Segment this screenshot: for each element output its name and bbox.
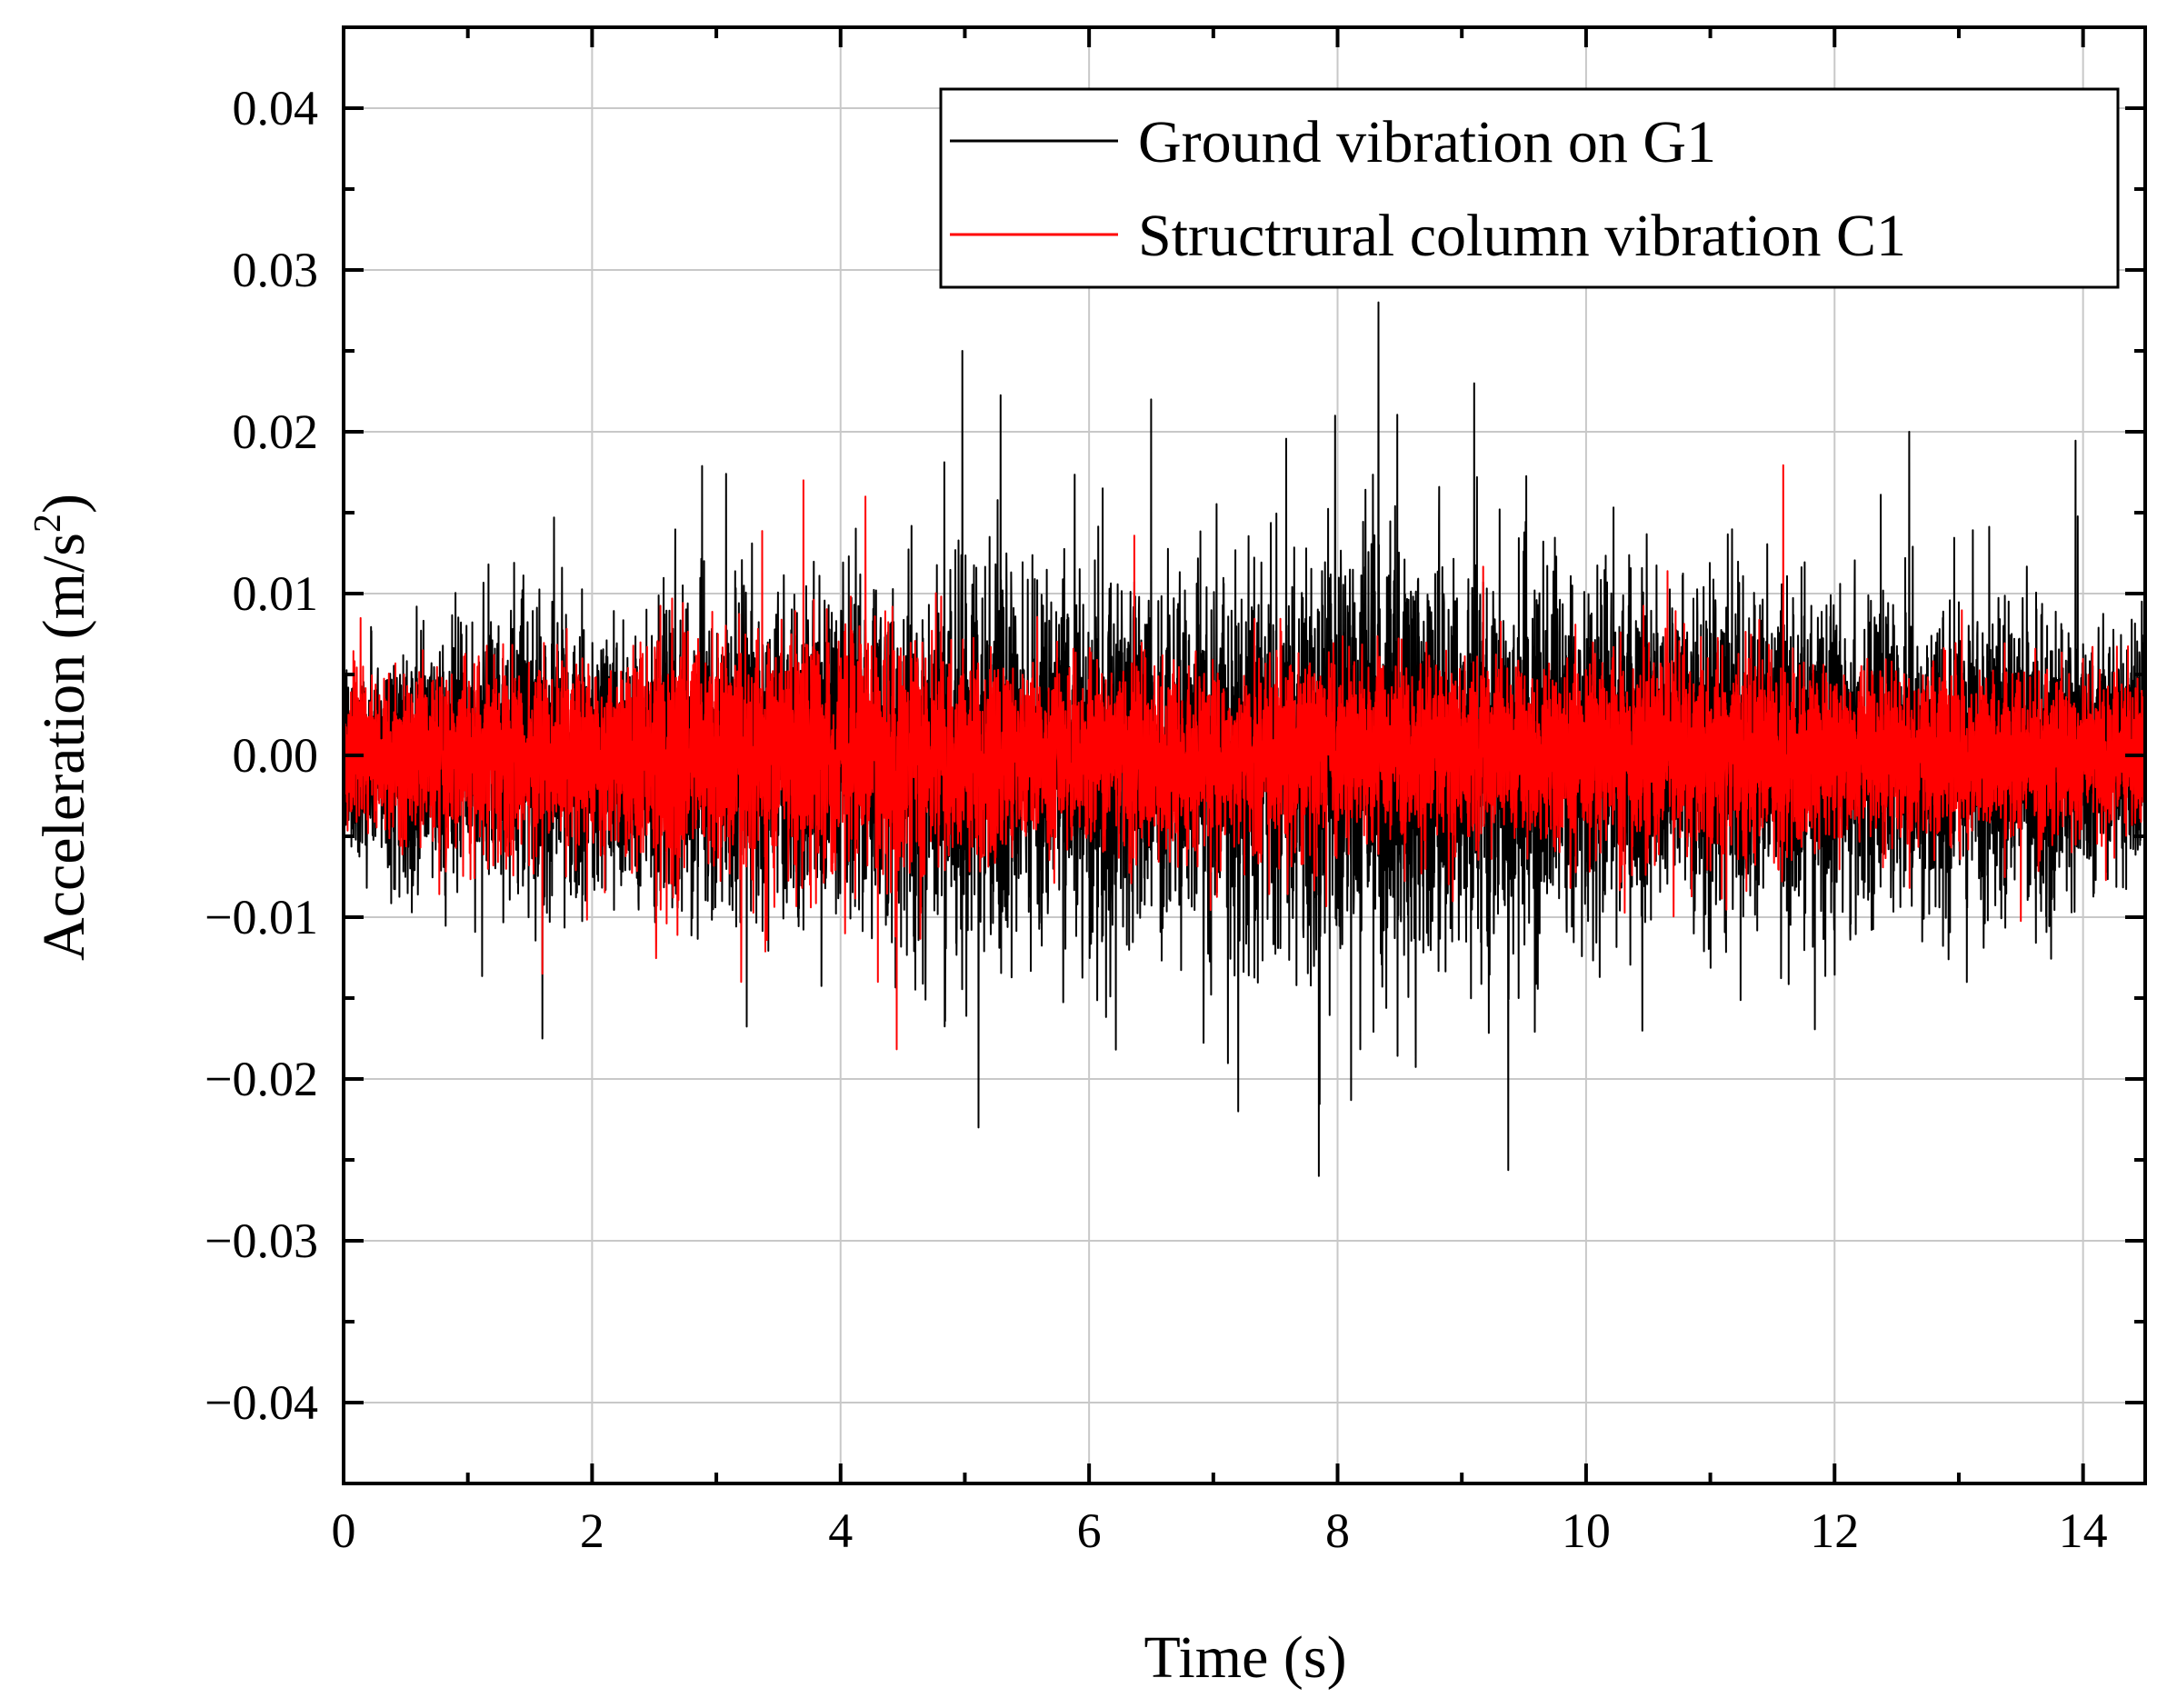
x-tick-label: 12: [1810, 1503, 1859, 1558]
y-tick-label: 0.04: [233, 81, 319, 135]
y-axis-title: Acceleration (m/s2): [27, 494, 97, 961]
y-tick-label: 0.03: [233, 243, 319, 297]
x-axis-title: Time (s): [1143, 1624, 1346, 1691]
x-tick-label: 10: [1562, 1503, 1611, 1558]
y-tick-label: 0.02: [233, 405, 319, 459]
y-tick-label: 0.00: [233, 728, 319, 783]
y-axis-title-close: ): [31, 494, 97, 514]
x-tick-label: 0: [332, 1503, 356, 1558]
axis-ticks: [342, 25, 2145, 1485]
x-tick-label: 6: [1077, 1503, 1102, 1558]
legend-label-column: Structrural column vibration C1: [1138, 203, 1906, 269]
y-tick-label: −0.03: [205, 1214, 318, 1268]
x-tick-label: 4: [828, 1503, 853, 1558]
legend-label-ground: Ground vibration on G1: [1138, 109, 1716, 175]
x-tick-label: 8: [1325, 1503, 1350, 1558]
y-tick-labels: 0.04 0.03 0.02 0.01 0.00 −0.01 −0.02 −0.03 −0.04: [205, 81, 318, 1430]
y-axis-title-text: Acceleration (m/s: [31, 533, 97, 961]
legend: Ground vibration on G1 Structrural colum…: [939, 87, 2120, 289]
x-tick-label: 14: [2059, 1503, 2108, 1558]
x-tick-labels: 0 2 4 6 8 10 12 14: [332, 1503, 2108, 1558]
y-tick-label: −0.02: [205, 1052, 318, 1106]
y-tick-label: −0.01: [205, 890, 318, 944]
y-tick-label: 0.01: [233, 566, 319, 621]
y-tick-label: −0.04: [205, 1375, 318, 1430]
x-tick-label: 2: [580, 1503, 604, 1558]
y-axis-title-superscript: 2: [27, 514, 69, 533]
series-column-vibration-line: [344, 464, 2145, 1051]
plot-area: [344, 301, 2145, 1177]
legend-box: [939, 87, 2120, 289]
